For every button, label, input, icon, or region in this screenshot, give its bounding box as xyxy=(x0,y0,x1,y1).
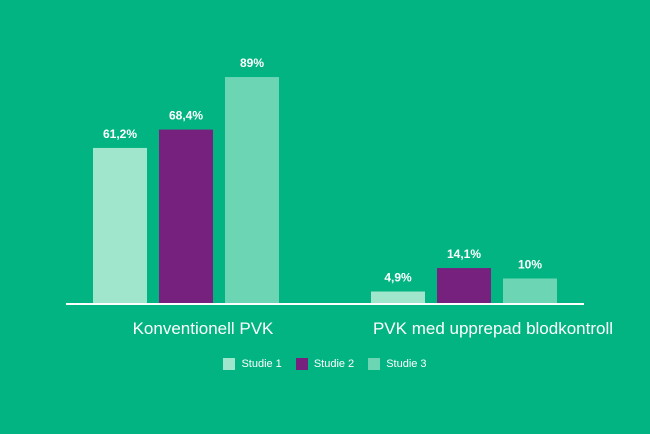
bar-3-1 xyxy=(225,77,279,304)
legend-item-3: Studie 3 xyxy=(368,358,427,370)
legend-swatch-3 xyxy=(368,358,381,370)
labels-layer: 61,2% 68,4% 89% Konventionell PVK 4,9% 14,1% 1… xyxy=(103,56,613,338)
legend-label-2: Studie 2 xyxy=(313,358,355,370)
data-label-1-1: 61,2% xyxy=(103,127,137,141)
category-label-2: PVK med upprepad blodkontroll xyxy=(373,319,613,338)
legend-item-2: Studie 2 xyxy=(295,358,355,370)
legend-label-3: Studie 3 xyxy=(386,358,427,370)
bar-1-2 xyxy=(371,291,425,304)
data-label-2-1: 68,4% xyxy=(169,109,203,123)
bar-2-1 xyxy=(159,129,213,304)
legend-item-1: Studie 1 xyxy=(223,358,282,370)
bar-chart: 61,2% 68,4% 89% Konventionell PVK 4,9% 14,1% 1… xyxy=(66,56,613,338)
bars-layer xyxy=(93,77,557,304)
category-label-1: Konventionell PVK xyxy=(133,319,274,338)
legend: Studie 1 Studie 2 Studie 3 xyxy=(0,358,650,370)
data-label-1-2: 4,9% xyxy=(384,271,412,285)
bar-2-2 xyxy=(437,268,491,304)
data-label-3-1: 89% xyxy=(240,56,264,70)
legend-swatch-2 xyxy=(295,358,308,370)
legend-label-1: Studie 1 xyxy=(241,358,282,370)
data-label-3-2: 10% xyxy=(518,258,542,272)
legend-swatch-1 xyxy=(223,358,236,370)
data-label-2-2: 14,1% xyxy=(447,247,481,261)
bar-3-2 xyxy=(503,278,557,304)
bar-1-1 xyxy=(93,147,147,304)
